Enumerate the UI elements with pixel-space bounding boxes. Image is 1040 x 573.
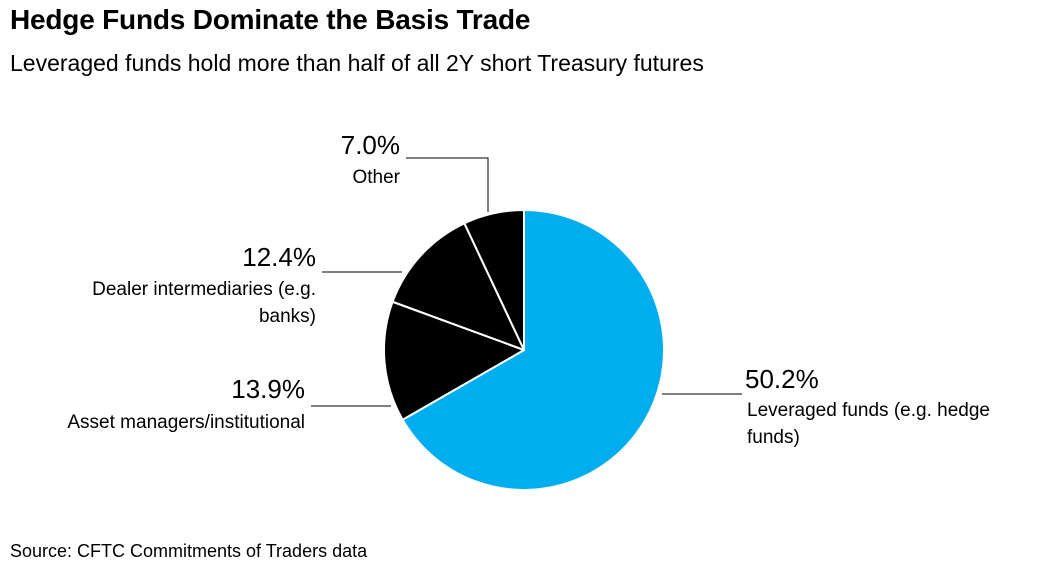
pie-slice-asset-managers	[383, 300, 525, 421]
chart-subtitle: Leveraged funds hold more than half of a…	[10, 50, 704, 76]
category-label-other: Other	[352, 167, 400, 188]
category-label-leveraged-line1: Leveraged funds (e.g. hedge	[747, 400, 990, 421]
value-label-leveraged: 50.2%	[745, 364, 819, 394]
category-label-asset-managers: Asset managers/institutional	[67, 412, 305, 433]
value-label-asset-managers: 13.9%	[231, 374, 305, 404]
pie-slices	[383, 209, 665, 491]
chart-title: Hedge Funds Dominate the Basis Trade	[10, 4, 531, 35]
category-label-dealers-line2: banks)	[259, 306, 316, 327]
pie-slice-dealers	[391, 222, 525, 351]
category-label-dealers-line1: Dealer intermediaries (e.g.	[92, 279, 316, 300]
category-label-leveraged-line2: funds)	[747, 427, 800, 448]
pie-slice-other	[463, 209, 525, 351]
value-label-dealers: 12.4%	[242, 242, 316, 272]
source-note: Source: CFTC Commitments of Traders data	[10, 541, 368, 561]
value-label-other: 7.0%	[341, 130, 400, 160]
pie-slice-leveraged	[401, 209, 665, 491]
leader-line-other	[406, 157, 489, 212]
